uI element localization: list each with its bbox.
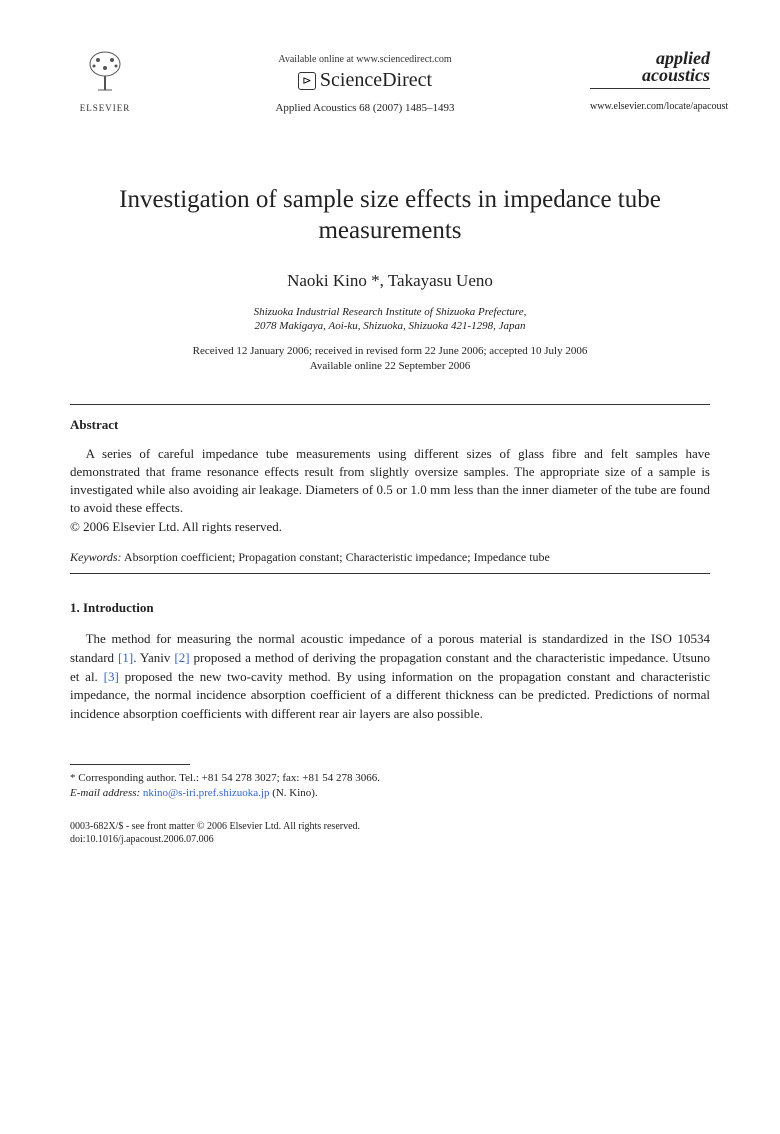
ref-link-3[interactable]: [3]	[104, 669, 119, 684]
abstract-copyright: © 2006 Elsevier Ltd. All rights reserved…	[70, 518, 710, 536]
footer-line1: 0003-682X/$ - see front matter © 2006 El…	[70, 820, 710, 834]
elsevier-label: ELSEVIER	[70, 103, 140, 113]
affiliation: Shizuoka Industrial Research Institute o…	[70, 305, 710, 335]
footnote-rule	[70, 764, 190, 765]
keywords-text: Absorption coefficient; Propagation cons…	[122, 550, 550, 564]
available-online-text: Available online at www.sciencedirect.co…	[140, 54, 590, 65]
journal-logo: applied acoustics www.elsevier.com/locat…	[590, 50, 710, 112]
journal-name-line2: acoustics	[590, 67, 710, 84]
ref-link-2[interactable]: [2]	[174, 650, 189, 665]
elsevier-logo: ELSEVIER	[70, 50, 140, 113]
email-link[interactable]: nkino@s-iri.pref.shizuoka.jp	[143, 787, 270, 799]
journal-reference: Applied Acoustics 68 (2007) 1485–1493	[140, 102, 590, 114]
ref-link-1[interactable]: [1]	[118, 650, 133, 665]
intro-text-2: . Yaniv	[133, 650, 174, 665]
abstract-top-rule	[70, 404, 710, 405]
journal-rule	[590, 88, 710, 89]
keywords-label: Keywords:	[70, 550, 122, 564]
sciencedirect-icon: ⊳	[298, 72, 316, 90]
article-title: Investigation of sample size effects in …	[90, 184, 690, 247]
corresponding-author: * Corresponding author. Tel.: +81 54 278…	[70, 771, 710, 786]
keywords: Keywords: Absorption coefficient; Propag…	[70, 550, 710, 565]
email-label: E-mail address:	[70, 787, 140, 799]
intro-paragraph: The method for measuring the normal acou…	[70, 630, 710, 724]
abstract-heading: Abstract	[70, 417, 710, 433]
footer-line2: doi:10.1016/j.apacoust.2006.07.006	[70, 833, 710, 847]
center-header: Available online at www.sciencedirect.co…	[140, 50, 590, 114]
sciencedirect-logo: ⊳ ScienceDirect	[140, 69, 590, 92]
page-header: ELSEVIER Available online at www.science…	[70, 50, 710, 114]
intro-heading: 1. Introduction	[70, 600, 710, 616]
authors: Naoki Kino *, Takayasu Ueno	[70, 271, 710, 291]
affiliation-line2: 2078 Makigaya, Aoi-ku, Shizuoka, Shizuok…	[70, 319, 710, 334]
elsevier-tree-icon	[70, 50, 140, 101]
email-line: E-mail address: nkino@s-iri.pref.shizuok…	[70, 786, 710, 801]
abstract-body: A series of careful impedance tube measu…	[70, 445, 710, 518]
article-dates: Received 12 January 2006; received in re…	[70, 344, 710, 374]
journal-url: www.elsevier.com/locate/apacoust	[590, 101, 710, 112]
dates-line1: Received 12 January 2006; received in re…	[70, 344, 710, 359]
dates-line2: Available online 22 September 2006	[70, 359, 710, 374]
email-name: (N. Kino).	[269, 787, 317, 799]
footnote-block: * Corresponding author. Tel.: +81 54 278…	[70, 771, 710, 802]
abstract-bottom-rule	[70, 573, 710, 574]
sciencedirect-text: ScienceDirect	[320, 69, 432, 92]
page-footer: 0003-682X/$ - see front matter © 2006 El…	[70, 820, 710, 847]
intro-text-4: proposed the new two-cavity method. By u…	[70, 669, 710, 722]
affiliation-line1: Shizuoka Industrial Research Institute o…	[70, 305, 710, 320]
